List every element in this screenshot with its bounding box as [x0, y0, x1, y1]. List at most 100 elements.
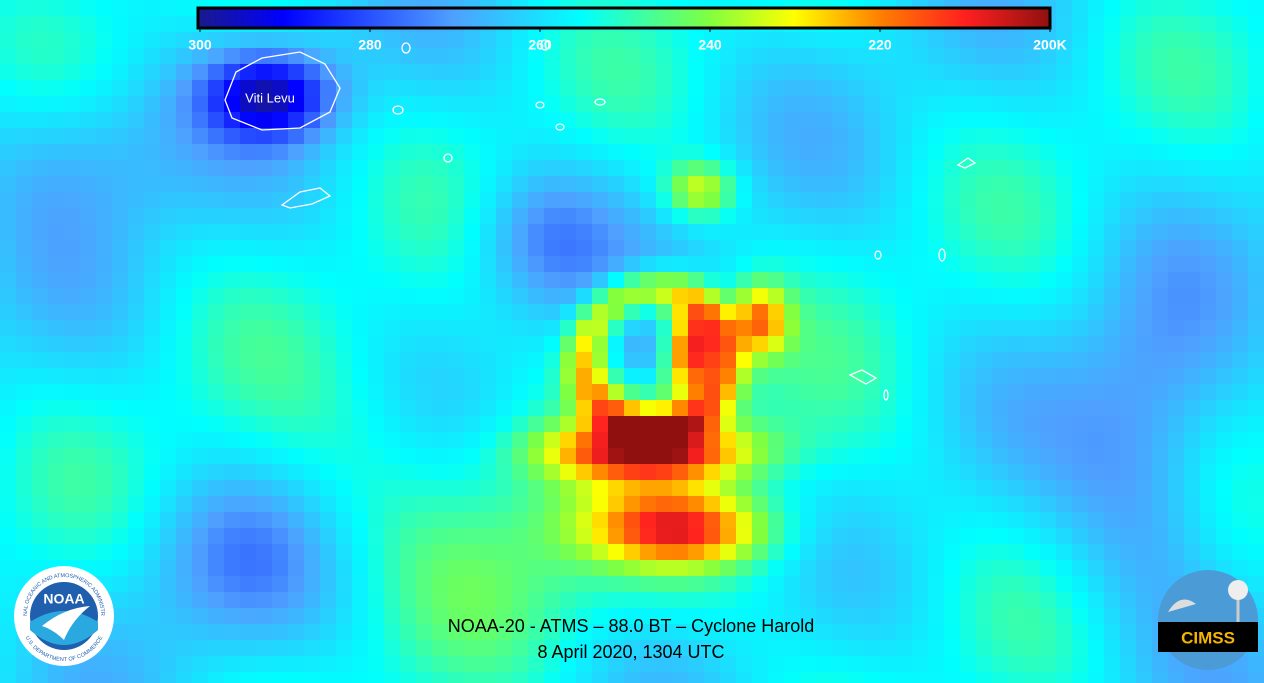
pixel [1248, 432, 1264, 448]
pixel [352, 96, 368, 112]
pixel [928, 304, 944, 320]
pixel [464, 336, 480, 352]
pixel [272, 464, 288, 480]
pixel [736, 512, 752, 528]
pixel [144, 288, 160, 304]
pixel [976, 240, 992, 256]
pixel [144, 592, 160, 608]
pixel [128, 192, 144, 208]
pixel [528, 592, 544, 608]
pixel [640, 112, 656, 128]
pixel [1200, 128, 1216, 144]
pixel [1056, 320, 1072, 336]
pixel [464, 448, 480, 464]
pixel [928, 384, 944, 400]
pixel [320, 640, 336, 656]
pixel [368, 432, 384, 448]
pixel [48, 208, 64, 224]
pixel [1152, 320, 1168, 336]
pixel [80, 272, 96, 288]
pixel [624, 320, 640, 336]
pixel [352, 528, 368, 544]
pixel [128, 640, 144, 656]
pixel [416, 240, 432, 256]
pixel [496, 608, 512, 624]
pixel [144, 432, 160, 448]
pixel [304, 144, 320, 160]
pixel [512, 416, 528, 432]
pixel [784, 368, 800, 384]
pixel [16, 192, 32, 208]
pixel [0, 336, 16, 352]
pixel [448, 448, 464, 464]
pixel [960, 528, 976, 544]
pixel [1120, 352, 1136, 368]
pixel [944, 288, 960, 304]
pixel [288, 416, 304, 432]
pixel [1120, 384, 1136, 400]
pixel [992, 192, 1008, 208]
pixel [96, 144, 112, 160]
pixel [672, 96, 688, 112]
pixel [1152, 448, 1168, 464]
pixel [16, 128, 32, 144]
pixel [1200, 384, 1216, 400]
pixel [336, 624, 352, 640]
pixel [976, 144, 992, 160]
pixel [416, 576, 432, 592]
pixel [368, 608, 384, 624]
pixel [528, 80, 544, 96]
pixel [32, 480, 48, 496]
pixel [688, 112, 704, 128]
pixel [592, 352, 608, 368]
pixel [576, 576, 592, 592]
pixel [64, 80, 80, 96]
pixel [1216, 48, 1232, 64]
pixel [240, 560, 256, 576]
pixel [720, 96, 736, 112]
pixel [816, 368, 832, 384]
pixel [784, 544, 800, 560]
pixel [448, 336, 464, 352]
pixel [1008, 624, 1024, 640]
pixel [512, 672, 528, 683]
pixel [944, 176, 960, 192]
pixel [112, 256, 128, 272]
pixel [784, 384, 800, 400]
pixel [912, 64, 928, 80]
pixel [896, 128, 912, 144]
pixel [208, 432, 224, 448]
pixel [1120, 288, 1136, 304]
pixel [960, 96, 976, 112]
pixel [464, 544, 480, 560]
pixel [608, 368, 624, 384]
pixel [352, 448, 368, 464]
pixel [864, 448, 880, 464]
pixel [784, 144, 800, 160]
pixel [448, 560, 464, 576]
pixel [1232, 144, 1248, 160]
pixel [592, 416, 608, 432]
pixel [528, 208, 544, 224]
pixel [944, 64, 960, 80]
pixel [1184, 496, 1200, 512]
pixel [944, 560, 960, 576]
pixel [128, 480, 144, 496]
pixel [1008, 448, 1024, 464]
pixel [1152, 512, 1168, 528]
pixel [576, 496, 592, 512]
pixel [160, 96, 176, 112]
pixel [272, 448, 288, 464]
pixel [1136, 192, 1152, 208]
pixel [16, 560, 32, 576]
pixel [544, 512, 560, 528]
pixel [1056, 48, 1072, 64]
pixel [896, 480, 912, 496]
pixel [896, 288, 912, 304]
pixel [816, 64, 832, 80]
pixel [256, 336, 272, 352]
pixel [112, 608, 128, 624]
pixel [288, 144, 304, 160]
pixel [832, 176, 848, 192]
pixel [864, 576, 880, 592]
